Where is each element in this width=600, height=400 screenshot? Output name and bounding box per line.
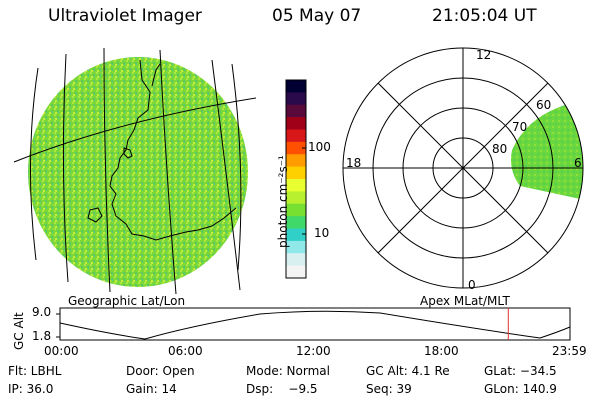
filter-info: Flt: LBHL	[8, 364, 62, 378]
colorbar	[285, 79, 307, 279]
colorbar-band	[286, 191, 306, 205]
gc-alt-info: GC Alt: 4.1 Re	[366, 364, 450, 378]
polar-emission-region	[511, 100, 583, 200]
lat-label-80: 80	[492, 142, 508, 156]
geographic-grid	[13, 47, 257, 295]
mode-info: Mode: Normal	[246, 364, 330, 378]
colorbar-band	[286, 228, 306, 242]
uv-emission-disk	[28, 57, 248, 287]
x-tick-0600: 06:00	[168, 344, 203, 358]
polar-grid	[342, 47, 584, 289]
colorbar-band	[286, 104, 306, 118]
seq-info: Seq: 39	[366, 382, 412, 396]
colorbar-tick-10: 10	[314, 226, 330, 240]
colorbar-band	[286, 240, 306, 254]
altitude-timeline	[56, 307, 571, 341]
colorbar-band	[286, 203, 306, 217]
colorbar-band	[286, 166, 306, 180]
x-tick-1200: 12:00	[296, 344, 331, 358]
gain-info: Gain: 14	[126, 382, 177, 396]
altitude-curve	[59, 310, 571, 340]
colorbar-band	[286, 129, 306, 143]
glat-info: GLat: −34.5	[484, 364, 557, 378]
colorbar-band	[286, 253, 306, 267]
mlt-label-18: 18	[346, 156, 362, 170]
dsp-info: Dsp: −9.5	[246, 382, 318, 396]
colorbar-band	[286, 179, 306, 192]
mlt-label-12: 12	[476, 48, 492, 62]
timeline-axis-label: GC Alt	[12, 312, 26, 350]
glon-info: GLon: 140.9	[484, 382, 557, 396]
x-tick-2359: 23:59	[552, 344, 587, 358]
colorbar-band	[286, 265, 306, 279]
lat-label-70: 70	[512, 120, 528, 134]
instrument-title: Ultraviolet Imager	[48, 6, 202, 26]
colorbar-band	[286, 80, 306, 93]
colorbar-band	[286, 154, 306, 168]
mlt-label-6: 6	[574, 156, 582, 170]
colorbar-band	[286, 216, 306, 229]
x-tick-0000: 00:00	[44, 344, 79, 358]
y-tick-1-8: 1.8	[32, 329, 52, 343]
x-tick-1800: 18:00	[424, 344, 459, 358]
time-label: 21:05:04 UT	[432, 6, 537, 26]
geographic-image	[13, 47, 257, 295]
geographic-panel-label: Geographic Lat/Lon	[68, 294, 186, 308]
door-info: Door: Open	[126, 364, 195, 378]
colorbar-unit-label: photon cm⁻²s⁻¹	[276, 155, 290, 248]
colorbar-tick-100: 100	[308, 140, 331, 154]
colorbar-band	[286, 92, 306, 106]
lat-label-60: 60	[536, 98, 552, 112]
mlt-label-0: 0	[468, 278, 476, 292]
colorbar-band	[286, 117, 306, 130]
colorbar-band	[286, 141, 306, 155]
y-tick-9: 9.0	[32, 305, 52, 319]
date-label: 05 May 07	[272, 6, 362, 26]
coastline	[87, 59, 237, 241]
apex-polar-plot	[342, 47, 584, 289]
apex-panel-label: Apex MLat/MLT	[420, 294, 510, 308]
ip-info: IP: 36.0	[8, 382, 54, 396]
